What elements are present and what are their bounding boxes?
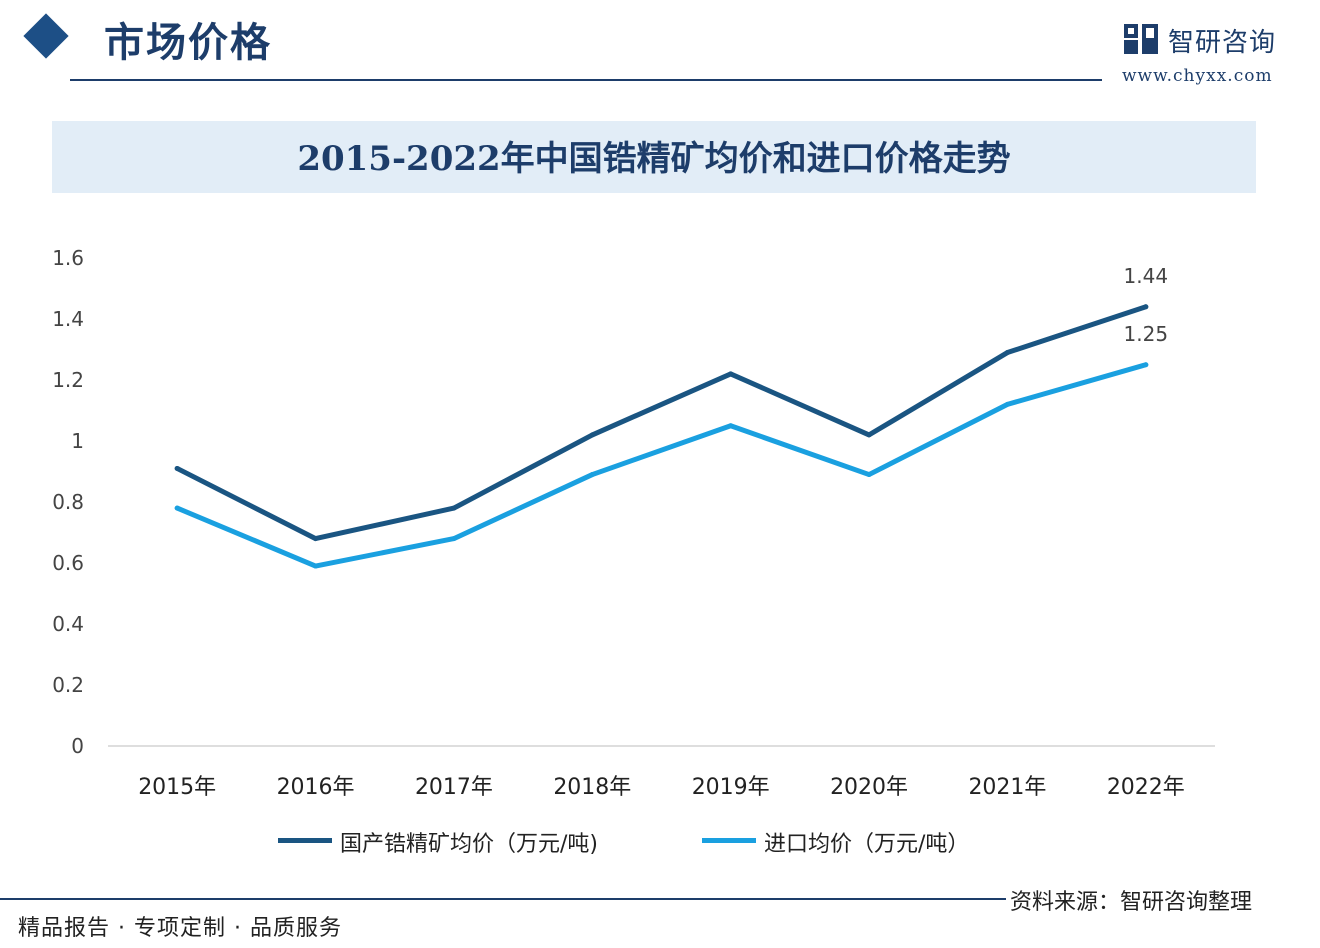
series-point-0 (313, 536, 319, 542)
footer-divider (0, 898, 1006, 900)
series-point-0 (451, 505, 457, 511)
legend-label-domestic: 国产锆精矿均价（万元/吨) (340, 832, 598, 857)
series-point-1 (313, 563, 319, 569)
x-tick-label: 2017年 (415, 775, 493, 800)
data-label: 1.44 (1124, 264, 1169, 288)
brand: 智研咨询 (1124, 20, 1294, 60)
y-tick-label: 1.6 (52, 246, 84, 270)
legend-swatch-domestic (278, 838, 332, 843)
series-point-0 (1143, 304, 1149, 310)
x-tick-label: 2015年 (138, 775, 216, 800)
x-tick-label: 2021年 (968, 775, 1046, 800)
brand-name: 智研咨询 (1168, 28, 1277, 58)
chart-title: 2015-2022年中国锆精矿均价和进口价格走势 (297, 139, 1011, 179)
y-tick-label: 0.6 (52, 551, 84, 575)
x-tick-label: 2016年 (277, 775, 355, 800)
y-tick-label: 0.4 (52, 612, 84, 636)
series-point-1 (451, 536, 457, 542)
footer-source: 资料来源：智研咨询整理 (1010, 890, 1253, 915)
header-divider (70, 79, 1102, 81)
series-point-1 (589, 472, 595, 478)
series-point-0 (174, 465, 180, 471)
y-tick-label: 1.2 (52, 368, 84, 392)
x-tick-label: 2020年 (830, 775, 908, 800)
series-line-1 (174, 362, 1149, 569)
brand-logo-icon (1124, 24, 1158, 54)
y-tick-label: 1.4 (52, 307, 84, 331)
x-tick-label: 2022年 (1107, 775, 1185, 800)
footer-slogan: 精品报告 · 专项定制 · 品质服务 (18, 916, 342, 941)
series-point-0 (589, 432, 595, 438)
series-point-1 (866, 472, 872, 478)
y-tick-label: 0.2 (52, 673, 84, 697)
legend-swatch-import (702, 838, 756, 843)
y-tick-label: 0.8 (52, 490, 84, 514)
x-tick-label: 2018年 (553, 775, 631, 800)
legend-label-import: 进口均价（万元/吨） (764, 832, 970, 857)
series-point-0 (866, 432, 872, 438)
x-tick-label: 2019年 (692, 775, 770, 800)
brand-url: www.chyxx.com (1122, 66, 1273, 86)
series-point-1 (174, 505, 180, 511)
series-point-1 (728, 423, 734, 429)
data-label: 1.25 (1124, 322, 1169, 346)
y-tick-label: 1 (71, 429, 84, 453)
series-point-1 (1143, 362, 1149, 368)
page-title: 市场价格 (104, 20, 272, 66)
series-point-1 (1004, 401, 1010, 407)
series-point-0 (728, 371, 734, 377)
y-tick-label: 0 (71, 734, 84, 758)
chart-title-band: 2015-2022年中国锆精矿均价和进口价格走势 (52, 121, 1256, 193)
series-line-0 (174, 304, 1149, 542)
series-point-0 (1004, 350, 1010, 356)
